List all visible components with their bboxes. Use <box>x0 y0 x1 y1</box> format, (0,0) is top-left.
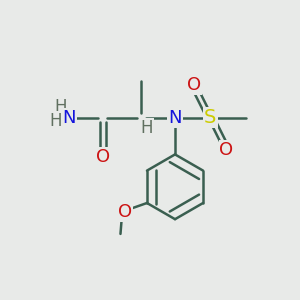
Text: N: N <box>168 109 182 127</box>
Text: S: S <box>204 108 217 127</box>
Text: H: H <box>54 98 66 116</box>
Text: O: O <box>220 141 234 159</box>
Text: O: O <box>187 76 201 94</box>
Text: O: O <box>118 203 132 221</box>
Text: O: O <box>96 148 110 166</box>
Text: N: N <box>62 109 76 127</box>
Text: H: H <box>141 119 153 137</box>
Text: H: H <box>49 112 61 130</box>
